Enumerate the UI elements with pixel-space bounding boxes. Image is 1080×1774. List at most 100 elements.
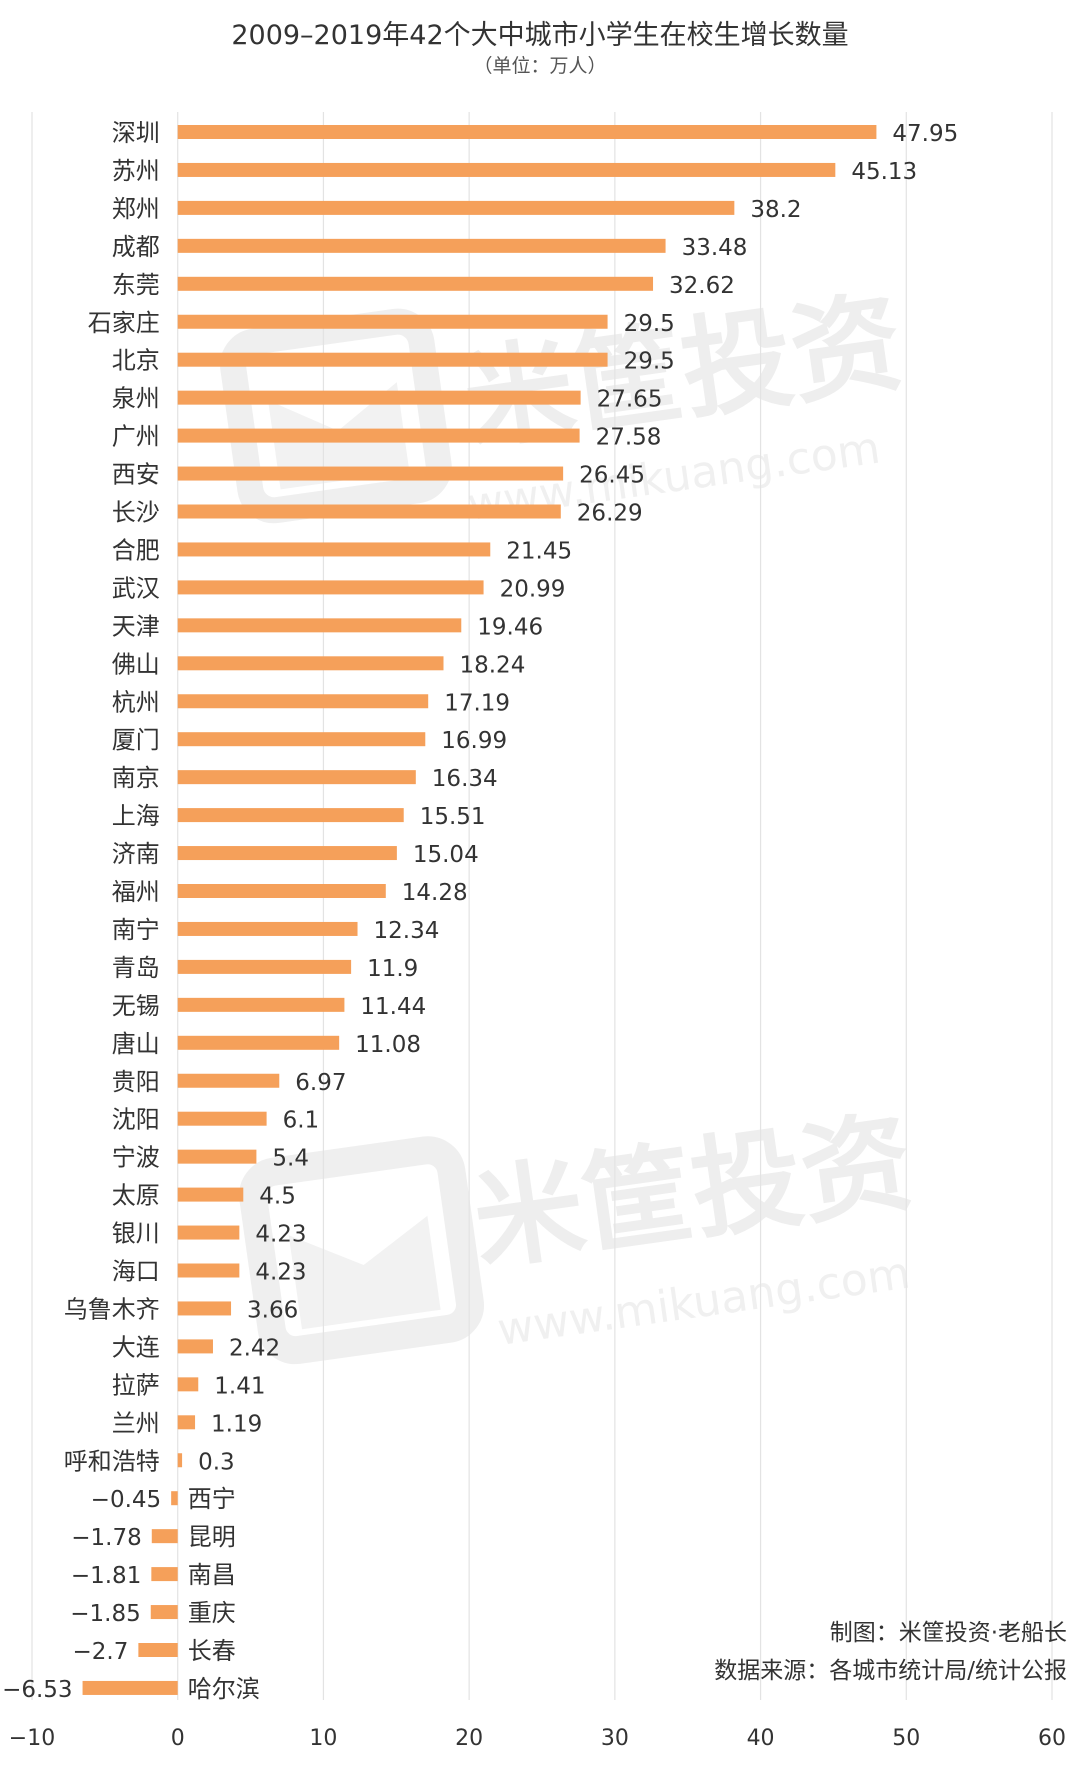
- data-label: −1.81: [71, 1563, 141, 1589]
- bar: [177, 808, 404, 823]
- data-label: 26.29: [577, 501, 643, 527]
- category-label: 太原: [112, 1182, 160, 1210]
- data-label: 32.62: [669, 273, 735, 299]
- data-label: 6.97: [295, 1070, 346, 1096]
- data-label: 27.65: [597, 387, 663, 413]
- category-label: 乌鲁木齐: [64, 1295, 160, 1323]
- category-label: 沈阳: [112, 1106, 160, 1134]
- data-label: 18.24: [459, 652, 525, 678]
- data-label: 4.23: [255, 1260, 306, 1286]
- data-label: 17.19: [444, 690, 510, 716]
- data-label: −2.7: [73, 1639, 129, 1665]
- category-label: 武汉: [112, 574, 160, 602]
- category-label: 北京: [112, 347, 160, 375]
- bar: [171, 1491, 178, 1506]
- bar: [177, 542, 491, 557]
- data-label: −6.53: [2, 1677, 72, 1703]
- bar: [177, 466, 564, 481]
- category-label: 郑州: [112, 195, 160, 223]
- x-tick-label: 20: [455, 1726, 483, 1751]
- category-label: 深圳: [112, 119, 160, 147]
- bar: [177, 1339, 213, 1354]
- category-label: 成都: [112, 233, 160, 261]
- category-label: 海口: [112, 1258, 160, 1286]
- bar: [138, 1643, 178, 1657]
- category-label: 宁波: [112, 1144, 160, 1172]
- data-label: 26.45: [579, 463, 645, 489]
- bar: [177, 770, 416, 785]
- category-label: 杭州: [112, 688, 160, 716]
- bar: [177, 846, 397, 861]
- chart-title: 2009–2019年42个大中城市小学生在校生增长数量: [231, 20, 848, 51]
- bar: [151, 1567, 178, 1582]
- category-label: 哈尔滨: [188, 1675, 260, 1703]
- bar: [177, 656, 444, 671]
- category-label: 长春: [188, 1637, 236, 1665]
- category-label: 广州: [112, 423, 160, 451]
- chart-credit: 制图：米筐投资·老船长: [830, 1620, 1067, 1646]
- watermark-logo-icon: [239, 1136, 484, 1365]
- data-label: 4.5: [259, 1184, 296, 1210]
- category-label: 昆明: [188, 1523, 236, 1551]
- data-label: −1.78: [71, 1525, 141, 1551]
- data-label: 11.9: [367, 956, 418, 982]
- category-label: 贵阳: [112, 1068, 160, 1096]
- bar: [177, 997, 345, 1012]
- bar: [177, 125, 877, 139]
- bar: [177, 276, 654, 291]
- x-tick-label: 30: [601, 1726, 629, 1751]
- bar: [177, 1149, 257, 1164]
- data-label: 11.08: [355, 1032, 421, 1058]
- bar: [177, 238, 666, 253]
- category-label: 佛山: [112, 650, 160, 678]
- data-label: 47.95: [892, 121, 958, 147]
- category-label: 济南: [112, 840, 160, 868]
- data-label: 15.51: [420, 804, 486, 830]
- bar: [177, 314, 608, 329]
- data-label: 5.4: [272, 1146, 309, 1172]
- data-label: 45.13: [851, 159, 917, 185]
- category-label: 无锡: [112, 992, 160, 1020]
- data-label: −0.45: [91, 1487, 161, 1513]
- bar: [150, 1605, 178, 1620]
- data-label: 14.28: [402, 880, 468, 906]
- data-label: 2.42: [229, 1335, 280, 1361]
- bar: [177, 1301, 232, 1316]
- data-label: −1.85: [70, 1601, 140, 1627]
- data-label: 11.44: [360, 994, 426, 1020]
- bar: [177, 1111, 267, 1126]
- category-label: 天津: [112, 612, 160, 640]
- bar: [177, 1415, 196, 1430]
- category-label: 福州: [112, 878, 160, 906]
- bar: [151, 1529, 178, 1544]
- category-label: 苏州: [112, 157, 160, 185]
- data-label: 20.99: [500, 576, 566, 602]
- category-label: 东莞: [112, 271, 160, 299]
- x-tick-label: −10: [9, 1726, 55, 1751]
- gridlines: [31, 112, 1053, 1700]
- category-label: 长沙: [112, 499, 160, 527]
- bar: [177, 1187, 244, 1202]
- bar: [177, 1377, 199, 1392]
- watermark-logo-icon: [220, 308, 452, 524]
- bar: [177, 1453, 183, 1468]
- bar: [177, 162, 836, 177]
- category-label: 南宁: [112, 916, 160, 944]
- bars: 深圳 47.95 苏州 45.13 郑州 38.2 成都 33.48 东莞 32.62 石家庄 29.…: [2, 119, 958, 1703]
- data-label: 4.23: [255, 1222, 306, 1248]
- data-label: 1.19: [211, 1411, 262, 1437]
- category-label: 南京: [112, 764, 160, 792]
- bar: [177, 1225, 240, 1240]
- bar: [177, 200, 735, 215]
- category-label: 大连: [112, 1333, 160, 1361]
- data-label: 15.04: [413, 842, 479, 868]
- data-label: 16.34: [432, 766, 498, 792]
- data-label: 1.41: [214, 1373, 265, 1399]
- category-label: 南昌: [188, 1561, 236, 1589]
- category-label: 唐山: [112, 1030, 160, 1058]
- category-label: 上海: [112, 802, 160, 830]
- data-label: 27.58: [596, 425, 662, 451]
- category-label: 重庆: [188, 1599, 236, 1627]
- data-label: 3.66: [247, 1297, 298, 1323]
